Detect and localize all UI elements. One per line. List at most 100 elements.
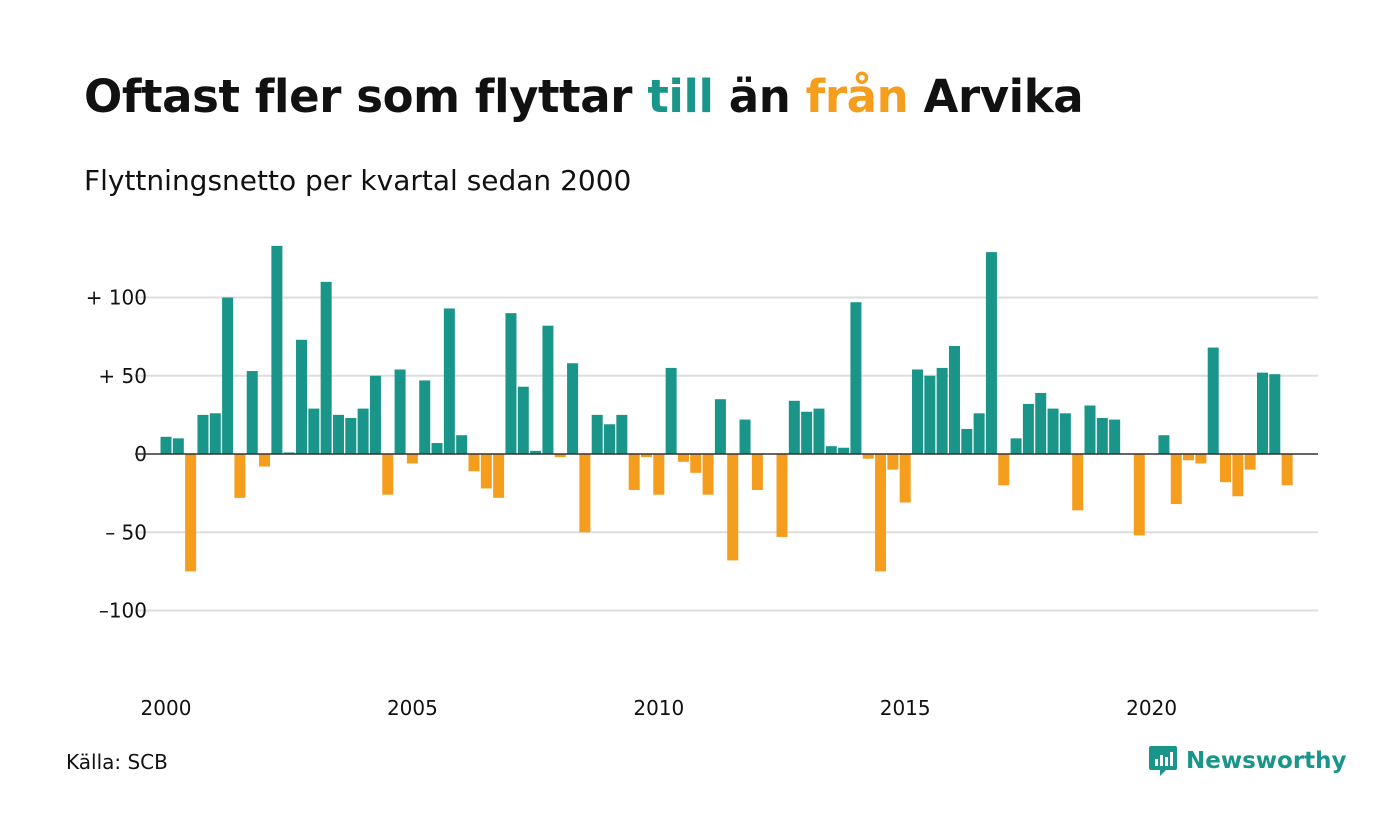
bar (369, 375, 381, 454)
bar (1281, 454, 1293, 486)
bar (431, 443, 443, 454)
bar (1010, 438, 1022, 454)
bar (1047, 408, 1059, 454)
bar (1244, 454, 1256, 470)
bar (862, 454, 874, 459)
bar (517, 386, 529, 454)
bar (948, 346, 960, 454)
y-tick-label: – 50 (105, 520, 147, 544)
bar (480, 454, 492, 489)
bar (714, 399, 726, 454)
bar (419, 380, 431, 454)
bar (160, 436, 172, 454)
bar (727, 454, 739, 561)
bar (801, 411, 813, 454)
x-tick-label: 2005 (387, 696, 438, 720)
source-note: Källa: SCB (66, 750, 168, 774)
bar (530, 450, 542, 454)
bar (653, 454, 665, 495)
bar (1109, 419, 1121, 454)
bar (1269, 374, 1281, 454)
bar (332, 414, 344, 454)
bar (739, 419, 751, 454)
bar (985, 252, 997, 454)
bar (394, 369, 406, 454)
title-part-2: än (728, 70, 791, 123)
bar (1195, 454, 1207, 464)
bar (776, 454, 788, 537)
title-till: till (647, 70, 714, 123)
bar (628, 454, 640, 490)
bar (234, 454, 246, 498)
bar (209, 413, 221, 454)
bar (899, 454, 911, 503)
bar (788, 400, 800, 454)
bar (185, 454, 197, 572)
bar (259, 454, 271, 467)
y-tick-label: + 100 (86, 286, 147, 310)
newsworthy-logo-text: Newsworthy (1186, 748, 1347, 774)
bar (271, 245, 283, 454)
bar (456, 435, 468, 454)
bar (382, 454, 394, 495)
bar (554, 454, 566, 458)
bar (1096, 418, 1108, 454)
bar (197, 414, 209, 454)
bar (1220, 454, 1232, 483)
bar (1256, 372, 1268, 454)
bar (690, 454, 702, 473)
title-part-1: Oftast fler som flyttar (84, 70, 633, 123)
bar (1133, 454, 1145, 536)
bar (936, 367, 948, 454)
bar (825, 446, 837, 454)
bar (961, 428, 973, 454)
bar (591, 414, 603, 454)
bar (493, 454, 505, 498)
title-fran: från (805, 70, 909, 123)
chart-subtitle: Flyttningsnetto per kvartal sedan 2000 (84, 164, 632, 197)
title-part-3: Arvika (923, 70, 1084, 123)
bar (283, 452, 295, 454)
bar (345, 418, 357, 454)
bar (702, 454, 714, 495)
bar (838, 447, 850, 454)
chart-title: Oftast fler som flyttar till än från Arv… (84, 70, 1084, 123)
bar (1035, 392, 1047, 454)
bar (665, 367, 677, 454)
bar (1022, 403, 1034, 454)
bar (172, 438, 184, 454)
y-tick-label: + 50 (98, 364, 147, 388)
bar (616, 414, 628, 454)
y-tick-label: –100 (99, 599, 147, 623)
x-tick-label: 2020 (1126, 696, 1177, 720)
bar (813, 408, 825, 454)
bar (468, 454, 480, 472)
bar (1232, 454, 1244, 497)
newsworthy-logo: Newsworthy (1148, 744, 1347, 778)
bar (542, 325, 554, 454)
bar (875, 454, 887, 572)
bar (640, 454, 652, 458)
bar (296, 339, 308, 454)
bar (579, 454, 591, 533)
x-tick-label: 2000 (141, 696, 192, 720)
bar (567, 363, 579, 454)
bar (222, 297, 234, 454)
bar (320, 281, 332, 454)
bar (246, 371, 258, 454)
bar (1183, 454, 1195, 461)
bar (998, 454, 1010, 486)
bar (912, 369, 924, 454)
bar (973, 413, 985, 454)
bar (1059, 413, 1071, 454)
bar (1207, 347, 1219, 454)
bar (887, 454, 899, 470)
bar (443, 308, 455, 454)
bar (677, 454, 689, 462)
newsworthy-logo-icon (1149, 746, 1177, 776)
bar (357, 408, 369, 454)
bar (604, 424, 616, 454)
bar (924, 375, 936, 454)
bar (406, 454, 418, 464)
